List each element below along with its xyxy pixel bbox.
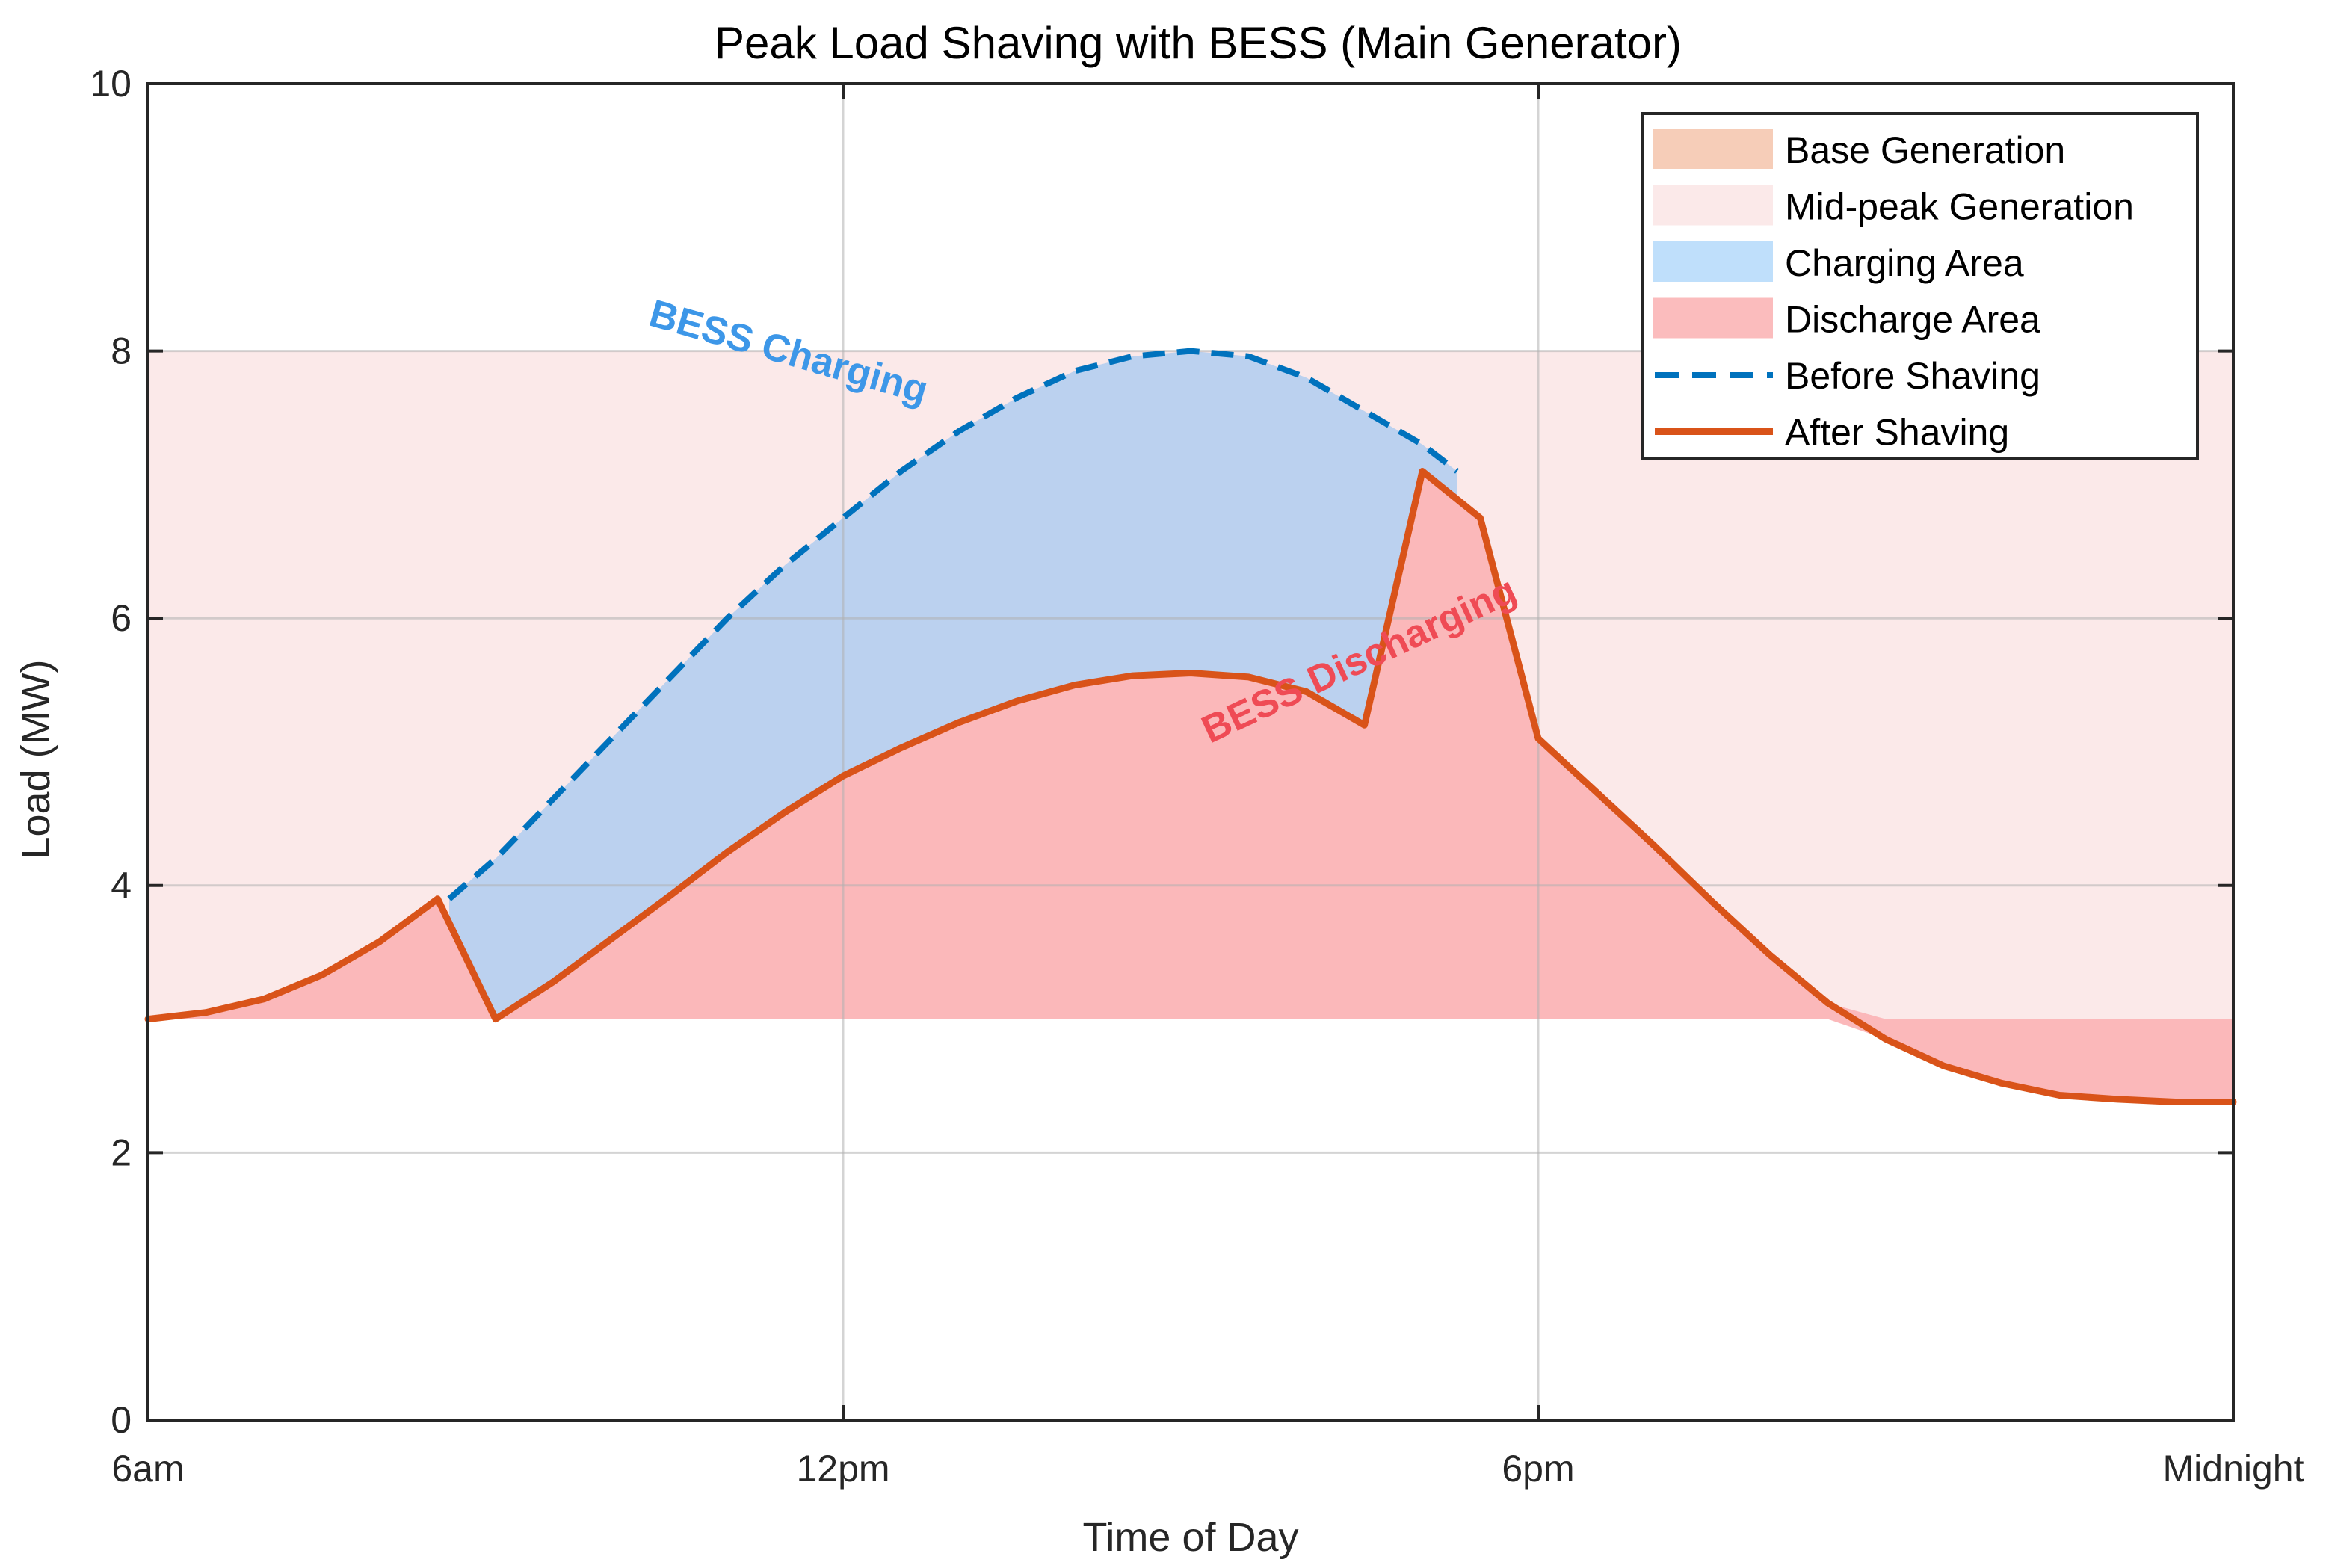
- x-tick-label: Midnight: [2163, 1448, 2304, 1490]
- legend-label-before-shaving: Before Shaving: [1785, 355, 2040, 397]
- legend-label-base-generation: Base Generation: [1785, 129, 2065, 171]
- legend-label-discharge-area: Discharge Area: [1785, 299, 2040, 341]
- ticks: 6am 12pm 6pm Midnight 0 2 4 6 8 10: [90, 63, 2304, 1490]
- y-tick-label: 6: [111, 597, 132, 639]
- base-generation-band: [148, 1019, 2233, 1420]
- before-shaving-line: [447, 348, 1459, 901]
- legend-swatch-discharge-area: [1653, 297, 1773, 339]
- chart-title: Peak Load Shaving with BESS (Main Genera…: [715, 18, 1682, 68]
- legend-swatch-mid-peak-generation: [1653, 185, 1773, 226]
- y-tick-label: 2: [111, 1132, 132, 1173]
- y-tick-label: 0: [111, 1399, 132, 1441]
- x-axis-label: Time of Day: [1082, 1515, 1298, 1560]
- after-shaving-line: [144, 468, 2237, 1105]
- series-layer: [144, 348, 2237, 1105]
- x-tick-label: 12pm: [796, 1448, 889, 1490]
- x-tick-label: 6am: [111, 1448, 184, 1490]
- legend-label-mid-peak-generation: Mid-peak Generation: [1785, 186, 2134, 228]
- legend-label-charging-area: Charging Area: [1785, 242, 2024, 284]
- y-tick-label: 8: [111, 330, 132, 372]
- legend-label-after-shaving: After Shaving: [1785, 412, 2009, 454]
- legend-swatch-charging-area: [1653, 241, 1773, 282]
- discharge-area: [148, 471, 2233, 1019]
- legend-box: [1641, 112, 2199, 460]
- y-tick-label: 4: [111, 865, 132, 907]
- axes-box: [146, 82, 2235, 1422]
- legend-swatch-base-generation: [1653, 129, 1773, 169]
- y-axis-label: Load (MW): [13, 659, 58, 859]
- legend: Base Generation Mid-peak Generation Chargi…: [1641, 112, 2199, 460]
- discharge-area-below-base: [1827, 1019, 2233, 1102]
- charging-area: [449, 351, 1457, 1019]
- y-tick-label: 10: [90, 63, 132, 105]
- x-tick-label: 6pm: [1502, 1448, 1574, 1490]
